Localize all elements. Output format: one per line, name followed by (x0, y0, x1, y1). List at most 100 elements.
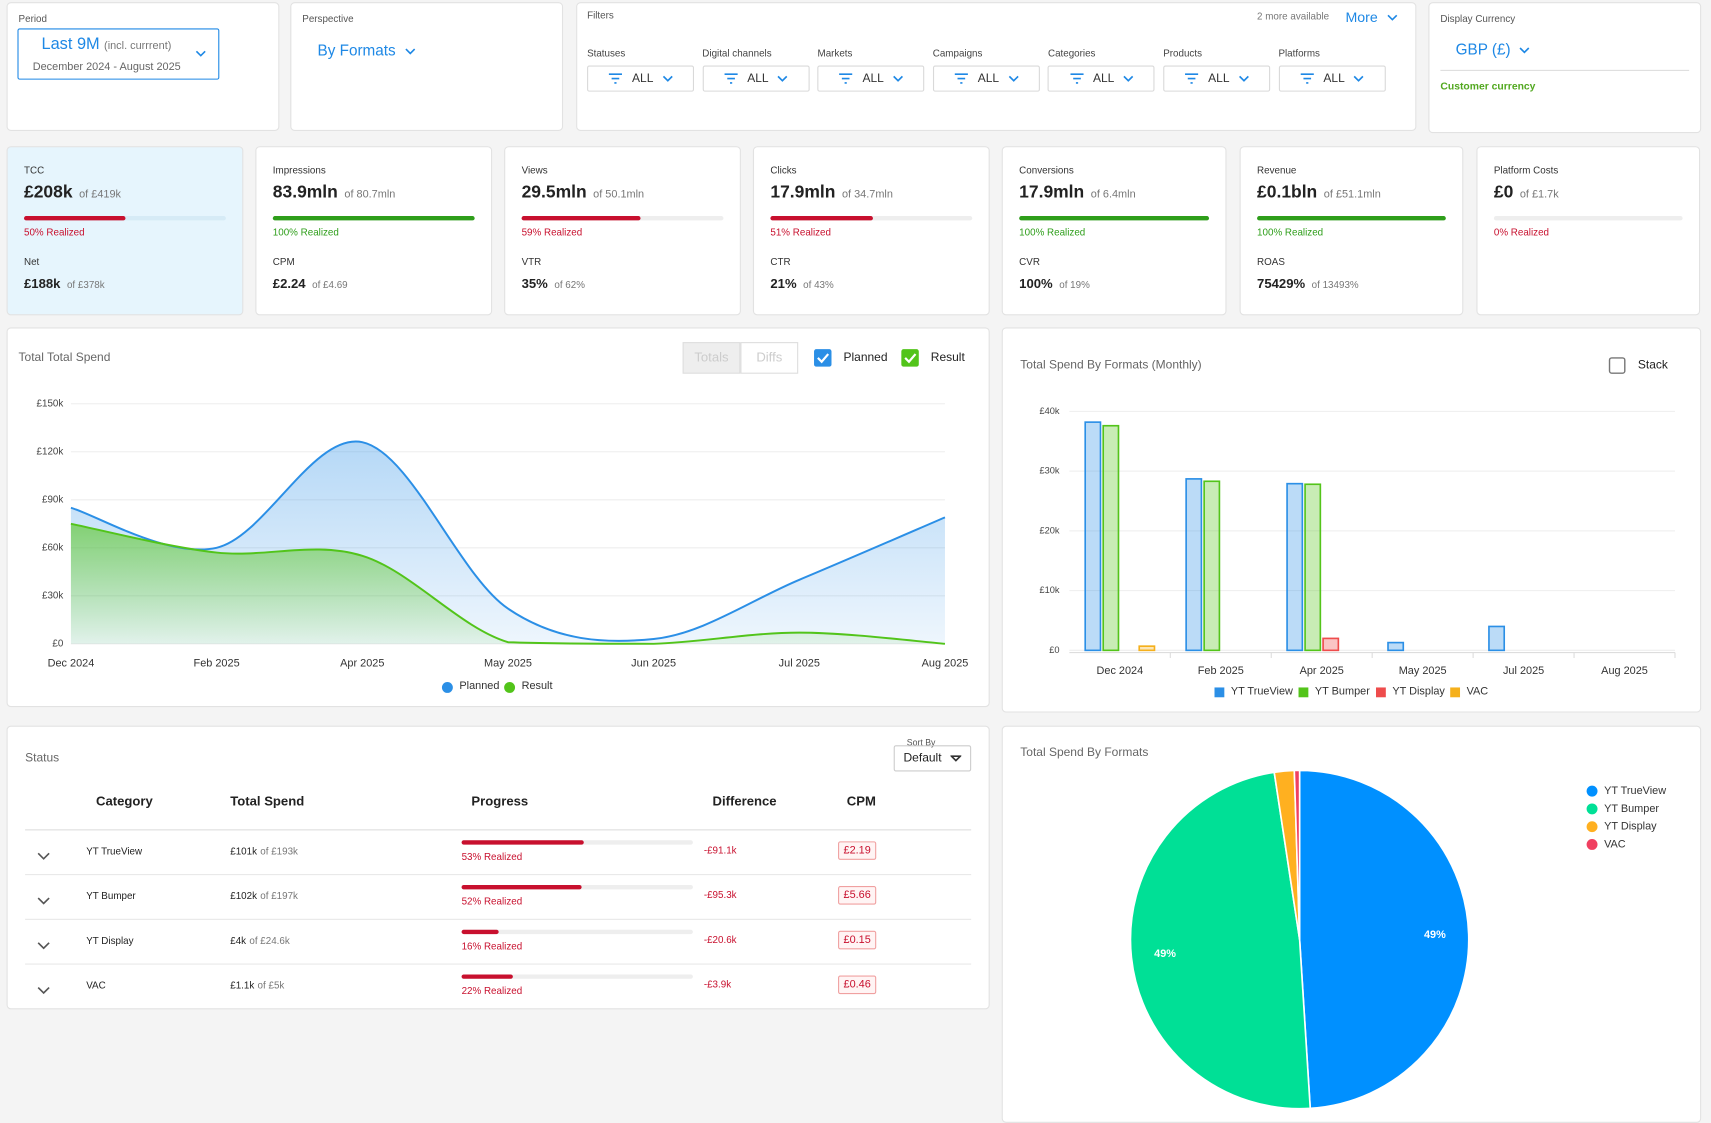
progress-bar (770, 216, 874, 221)
filter-icon (1185, 73, 1199, 84)
filter-dropdown[interactable]: ALL (932, 65, 1040, 92)
kpi-title: TCC (24, 164, 45, 176)
filter-label: Categories (1047, 48, 1096, 59)
row-realized: 16% Realized (461, 940, 523, 952)
currency-dropdown[interactable]: GBP (£) (1456, 40, 1531, 58)
more-text: More (1345, 8, 1378, 26)
row-total-of: of £197k (260, 890, 298, 902)
kpi-of: of £51.1mln (1323, 188, 1381, 201)
filter-icon-path (609, 73, 623, 84)
filter-dropdown[interactable]: ALL (817, 65, 925, 92)
kpi-sub-of: of 13493% (1311, 279, 1359, 291)
filter-label: Statuses (587, 48, 626, 59)
kpi-realized: 100% Realized (1019, 226, 1086, 238)
panel (255, 146, 493, 316)
chevron (1354, 75, 1364, 82)
kpi-title: Revenue (1257, 164, 1297, 176)
filter-dropdown[interactable]: ALL (1163, 65, 1271, 92)
chevron-path (893, 75, 903, 82)
kpi-sub-title: CTR (770, 256, 791, 268)
kpi-sub-of: of 43% (803, 279, 834, 291)
expand-button[interactable] (37, 892, 50, 912)
filter-value: ALL (747, 72, 769, 86)
column-header: Category (96, 793, 153, 809)
kpi-sub-line: 21% of 43% (770, 276, 833, 291)
panel (1476, 146, 1701, 316)
panel (504, 146, 741, 316)
field-label: Display Currency (1440, 13, 1516, 25)
expand-button[interactable] (37, 847, 50, 867)
kpi-sub-of: of £378k (66, 279, 105, 291)
sort-select[interactable]: Default (893, 745, 972, 772)
chevron-path (1519, 47, 1530, 54)
row-realized: 53% Realized (461, 851, 523, 863)
kpi-value-line: £208k of £419k (24, 183, 121, 203)
column-header: Total Spend (230, 793, 305, 809)
sort-value: Default (903, 751, 942, 765)
filter-value: ALL (977, 72, 1000, 86)
filter-dropdown[interactable]: ALL (1047, 65, 1155, 92)
row-cpm: £5.66 (838, 886, 877, 905)
panel (752, 146, 990, 316)
kpi-value: £0 (1493, 183, 1514, 202)
kpi-sub-title: ROAS (1257, 256, 1285, 268)
row-rule (25, 874, 972, 876)
currency-note: Customer currency (1440, 80, 1536, 93)
chevron (1123, 75, 1134, 82)
kpi-of: of 34.7mln (841, 188, 893, 201)
filter-icon (839, 73, 853, 84)
kpi-sub-line: £2.24 of £4.69 (273, 276, 348, 291)
more-button[interactable]: More (1345, 9, 1397, 25)
chevron (1008, 75, 1019, 82)
kpi-sub-value: £188k (24, 276, 61, 292)
progress-bar (461, 840, 585, 845)
filter-icon-path (1070, 73, 1084, 84)
kpi-value-line: 83.9mln of 80.7mln (273, 183, 396, 203)
expand-button[interactable] (37, 936, 50, 956)
filter-dropdown[interactable]: ALL (587, 65, 695, 92)
panel (1239, 146, 1464, 316)
kpi-sub-title: CVR (1019, 256, 1040, 268)
chevron-path (37, 986, 50, 995)
row-realized: 52% Realized (461, 895, 523, 907)
filter-value: ALL (1323, 72, 1345, 86)
period-value: Last 9M (41, 34, 100, 54)
kpi-realized: 100% Realized (272, 226, 339, 238)
kpi-value: £208k (24, 183, 73, 202)
kpi-value: 17.9mln (1019, 183, 1085, 202)
kpi-value: £0.1bln (1257, 183, 1318, 202)
kpi-sub-value: 75429% (1257, 276, 1306, 292)
kpi-realized: 51% Realized (770, 226, 831, 238)
kpi-of: of 80.7mln (344, 188, 396, 201)
row-category: VAC (86, 979, 106, 991)
filter-dropdown[interactable]: ALL (1278, 65, 1386, 92)
row-difference: -£91.1k (703, 844, 737, 856)
row-total: £102k of £197k (230, 890, 298, 901)
filter-icon-path (724, 73, 738, 84)
kpi-sub-line: 100% of 19% (1019, 276, 1090, 291)
filter-dropdown[interactable]: ALL (702, 65, 810, 92)
row-category: YT Display (86, 935, 134, 947)
kpi-of: of 50.1mln (593, 188, 645, 201)
filter-icon-path (1300, 73, 1314, 84)
panel (290, 2, 564, 131)
row-total: £4k of £24.6k (230, 935, 290, 946)
chevron (662, 75, 673, 82)
kpi-title: Impressions (272, 164, 326, 176)
filter-label: Platforms (1278, 48, 1320, 59)
expand-button[interactable] (37, 981, 50, 1001)
caret-path (950, 755, 962, 762)
progress-track (461, 974, 693, 979)
period-dropdown[interactable]: Last 9M (incl. currrent) December 2024 - A… (17, 28, 220, 80)
panel (6, 2, 280, 131)
row-total-value: £4k (230, 935, 247, 947)
row-total-value: £1.1k (230, 979, 255, 991)
kpi-value-line: £0 of £1.7k (1494, 183, 1559, 203)
perspective-dropdown[interactable]: By Formats (318, 41, 416, 59)
filter-label: Products (1163, 48, 1202, 59)
panel (1001, 327, 1702, 713)
kpi-sub-line: 75429% of 13493% (1257, 276, 1359, 291)
kpi-value-line: £0.1bln of £51.1mln (1257, 183, 1381, 203)
kpi-sub-value: 100% (1019, 276, 1053, 292)
